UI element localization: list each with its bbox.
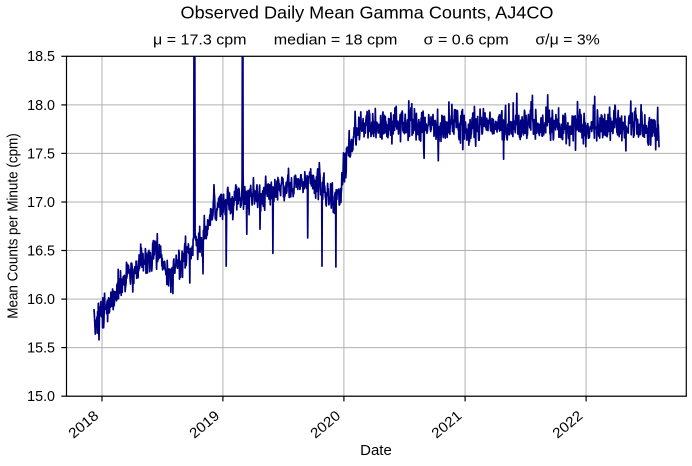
svg-text:median = 18 cpm: median = 18 cpm [274, 33, 398, 49]
svg-text:Date: Date [360, 443, 392, 459]
svg-text:Observed Daily Mean Gamma Coun: Observed Daily Mean Gamma Counts, AJ4CO [181, 2, 554, 22]
svg-text:σ/μ = 3%: σ/μ = 3% [535, 33, 600, 49]
svg-text:15.5: 15.5 [27, 341, 55, 357]
svg-text:μ = 17.3 cpm: μ = 17.3 cpm [153, 33, 247, 49]
svg-text:16.5: 16.5 [27, 243, 55, 259]
svg-text:17.5: 17.5 [27, 146, 55, 162]
svg-text:18.5: 18.5 [27, 49, 55, 65]
svg-text:18.0: 18.0 [27, 98, 55, 114]
svg-text:σ = 0.6 cpm: σ = 0.6 cpm [424, 33, 509, 49]
svg-text:17.0: 17.0 [27, 195, 55, 211]
svg-text:15.0: 15.0 [27, 389, 55, 405]
svg-text:16.0: 16.0 [27, 292, 55, 308]
svg-text:Mean Counts per Minute (cpm): Mean Counts per Minute (cpm) [6, 133, 22, 319]
